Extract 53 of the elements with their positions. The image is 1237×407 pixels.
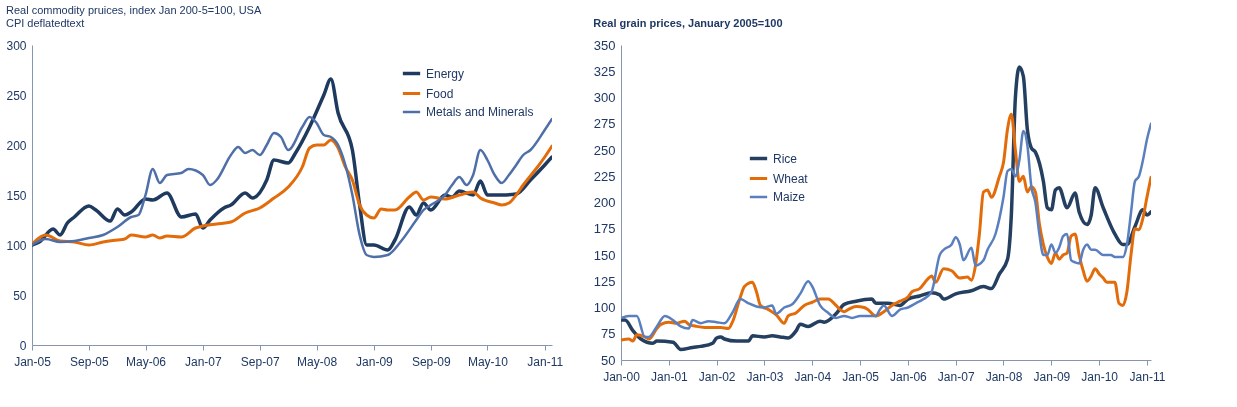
y-tick-label: 350 (593, 37, 616, 53)
x-tick-label: Jan-09 (356, 354, 394, 369)
x-tick-label: Sep-09 (411, 354, 451, 369)
x-tick-label: Jan-04 (794, 369, 832, 384)
y-tick-label: 225 (593, 168, 616, 184)
x-tick-label: Jan-01 (651, 369, 689, 384)
x-tick-label: Jan-05 (842, 369, 880, 384)
x-tick-label: Jan-07 (937, 369, 975, 384)
x-tick-label: Jan-00 (603, 369, 641, 384)
y-tick-label: 275 (593, 116, 616, 132)
x-tick-label: Jan-03 (746, 369, 784, 384)
y-tick-label: 325 (593, 63, 616, 79)
y-tick-label: 75 (601, 326, 616, 342)
x-tick-label: Jan-09 (1033, 369, 1071, 384)
legend-label: Maize (773, 190, 806, 204)
y-tick-label: 200 (593, 195, 616, 210)
y-tick-label: 250 (593, 142, 616, 158)
x-tick-label: May-08 (297, 354, 338, 369)
x-tick-label: Jan-08 (985, 369, 1023, 384)
legend-label: Wheat (773, 171, 809, 186)
y-tick-label: 150 (593, 247, 616, 263)
line-series (32, 138, 552, 247)
x-tick-label: Jan-11 (527, 354, 564, 369)
y-tick-label: 250 (6, 88, 27, 103)
legend-label: Energy (426, 66, 465, 81)
y-tick-label: 200 (6, 138, 27, 153)
y-tick-label: 50 (13, 288, 27, 303)
y-tick-label: 150 (6, 188, 27, 203)
line-series (621, 65, 1151, 352)
x-tick-label: Jan-05 (14, 354, 52, 369)
line-series (32, 115, 552, 259)
x-tick-label: Jan-02 (698, 369, 736, 384)
y-tick-label: 0 (19, 338, 27, 353)
y-tick-label: 300 (6, 38, 27, 53)
legend-label: Metals and Minerals (426, 105, 534, 119)
legend-label: Food (426, 86, 454, 101)
y-tick-label: 100 (593, 300, 616, 315)
chart-title: Real grain prices, January 2005=100 (593, 17, 783, 29)
y-tick-label: 300 (593, 90, 616, 105)
x-tick-label: May-06 (125, 354, 167, 369)
x-tick-label: Jan-06 (890, 369, 928, 384)
x-tick-label: Jan-11 (1129, 369, 1166, 384)
x-tick-label: Jan-07 (184, 354, 222, 369)
x-tick-label: Jan-10 (1081, 369, 1119, 384)
y-tick-label: 50 (601, 352, 616, 368)
y-tick-label: 125 (593, 273, 616, 289)
x-tick-label: Sep-05 (70, 354, 110, 369)
y-tick-label: 100 (6, 238, 27, 253)
x-tick-label: May-10 (467, 354, 509, 369)
legend-label: Rice (773, 151, 798, 166)
x-tick-label: Sep-07 (240, 354, 280, 369)
y-tick-label: 175 (593, 221, 616, 237)
chart-title: Real commodity pruices, index Jan 200-5=100, USA CPI deflatedtext (5, 4, 262, 29)
